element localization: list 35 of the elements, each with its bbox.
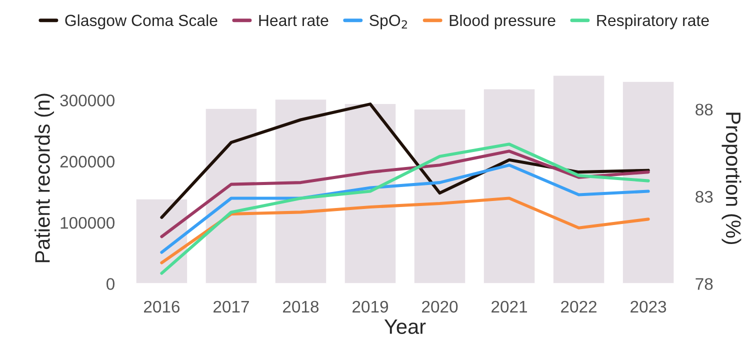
bar [552,74,606,284]
bar [204,107,258,284]
x-tick-label: 2019 [352,300,388,313]
bar [343,102,398,284]
y2-tick-label: 78 [696,278,713,290]
legend-label: Blood pressure [450,14,556,30]
x-axis-title: Year [384,319,426,334]
x-tick-label: 2021 [492,300,527,313]
line-series [160,150,650,238]
y-tick-label: 100000 [60,216,114,229]
y2-tick-label: 88 [696,104,713,116]
y2-tick-label: 83 [696,190,713,203]
x-tick-label: 2016 [144,300,180,313]
y2-axis-title: Proportion (%) [722,112,742,244]
x-tick-label: 2022 [561,300,596,313]
x-tick-label: 2018 [283,300,319,313]
bar [274,98,328,284]
x-tick-label: 2020 [422,300,458,313]
y-tick-label: 0 [106,278,114,290]
bar [622,80,676,284]
bar [412,108,467,284]
legend-label: SpO$_{2}$ [370,14,407,30]
line-series [160,196,650,264]
x-tick-label: 2023 [630,300,666,313]
legend-label: Glasgow Coma Scale [65,14,218,30]
line-series [160,142,650,275]
y-axis-title: Patient records (n) [34,94,54,262]
y-tick-label: 200000 [60,156,114,168]
line-series [160,102,650,219]
legend-label: Heart rate [259,14,328,26]
line-series [160,164,650,254]
legend-label: Respiratory rate [597,14,709,30]
y-tick-label: 300000 [60,94,114,106]
x-tick-label: 2017 [214,300,249,313]
bar [482,88,536,284]
